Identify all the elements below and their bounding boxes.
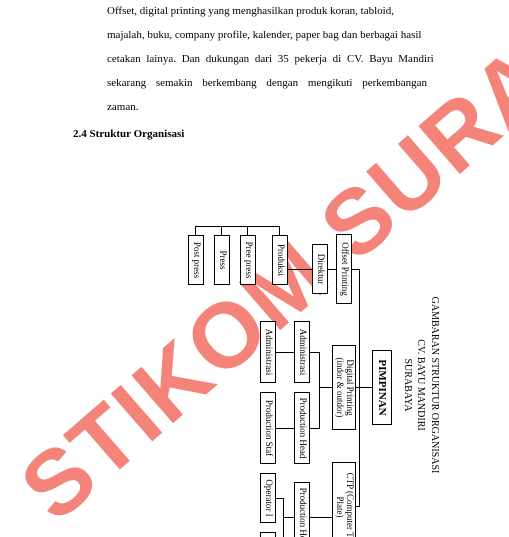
- connector: [195, 226, 196, 235]
- connector: [196, 226, 280, 227]
- connector: [310, 352, 320, 353]
- org-chart: GAMBARAN STRUKTUR ORGANISASI CV. BAYU MA…: [160, 200, 440, 537]
- node-production-staf: Production Staf: [260, 392, 276, 464]
- connector: [284, 517, 294, 518]
- connector: [328, 269, 336, 270]
- node-ctp: CTP (Computer To Plate): [332, 462, 356, 537]
- connector: [352, 269, 360, 270]
- paragraph-line: Offset, digital printing yang menghasilk…: [107, 0, 445, 23]
- connector: [360, 387, 372, 388]
- connector: [356, 506, 360, 507]
- connector: [310, 428, 320, 429]
- node-direktur: Direktur: [312, 244, 328, 294]
- node-postpress: Post press: [188, 235, 204, 285]
- connector: [276, 352, 294, 353]
- connector: [276, 428, 294, 429]
- node-administrasi-2: Administrasi: [260, 321, 276, 383]
- paragraph-line: zaman.: [107, 96, 207, 119]
- paragraph-line: majalah, buku, company profile, kalender…: [107, 24, 445, 47]
- paragraph-line: sekarang semakin berkembang dengan mengi…: [107, 72, 445, 95]
- connector: [247, 226, 248, 235]
- chart-title-3: SURABAYA: [402, 285, 413, 485]
- connector: [283, 498, 284, 537]
- connector: [221, 226, 222, 235]
- connector: [310, 517, 332, 518]
- connector: [279, 226, 280, 235]
- node-produksi: Produksi: [272, 235, 288, 285]
- node-operator-1: Operator I: [260, 473, 276, 523]
- connector: [359, 269, 360, 507]
- chart-title-2: CV. BAYU MANDIRI: [415, 285, 426, 485]
- node-offset-printing: Offset Printing: [336, 234, 352, 304]
- chart-title-1: GAMBARAN STRUKTUR ORGANISASI: [429, 285, 440, 485]
- node-administrasi-1: Administrasi: [294, 321, 310, 383]
- paragraph-line: cetakan lainya. Dan dukungan dari 35 pek…: [107, 48, 445, 71]
- node-production-head-2: Production Head: [294, 482, 310, 537]
- node-pimpinan: PIMPINAN: [372, 350, 392, 425]
- connector: [320, 387, 332, 388]
- node-press: Press: [214, 235, 230, 285]
- section-heading: 2.4 Struktur Organisasi: [73, 128, 184, 140]
- node-digital-printing: Digital Printing (indor & outdor): [332, 345, 356, 430]
- connector: [356, 387, 360, 388]
- connector: [288, 269, 312, 270]
- node-operator-2: Operator II: [260, 532, 276, 537]
- connector: [319, 352, 320, 428]
- node-prepress: Pree press: [240, 235, 256, 285]
- node-production-head-1: Production Head: [294, 392, 310, 464]
- page: Offset, digital printing yang menghasilk…: [0, 0, 509, 537]
- connector: [276, 498, 284, 499]
